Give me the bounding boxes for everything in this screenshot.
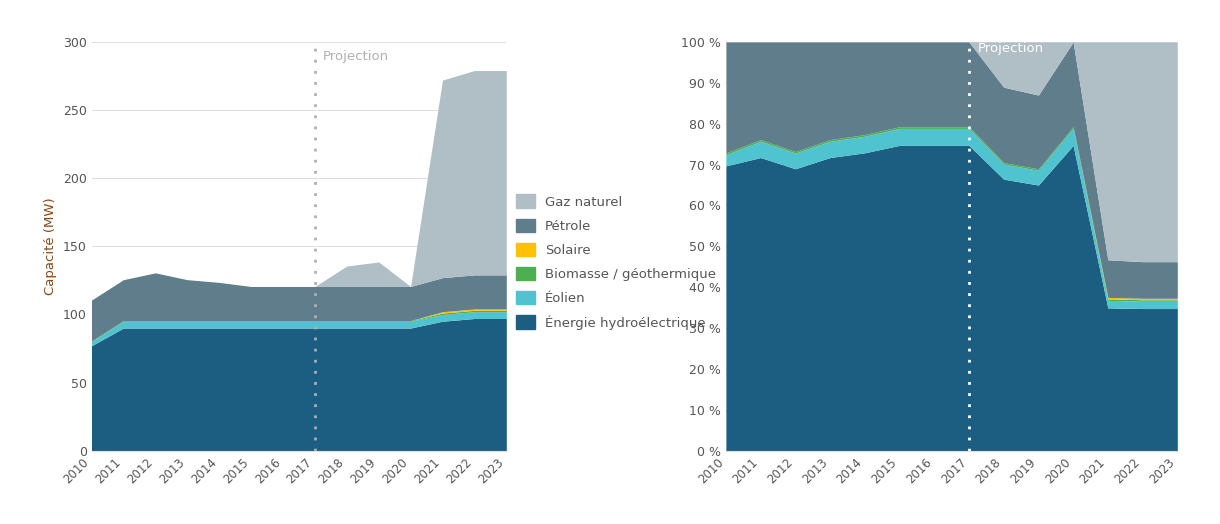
Y-axis label: Capacité (MW): Capacité (MW) (44, 198, 57, 295)
Legend: Gaz naturel, Pétrole, Solaire, Biomasse / géothermique, Éolien, Énergie hydroéle: Gaz naturel, Pétrole, Solaire, Biomasse … (516, 194, 716, 330)
Text: Projection: Projection (977, 42, 1044, 55)
Text: Projection: Projection (323, 50, 389, 63)
